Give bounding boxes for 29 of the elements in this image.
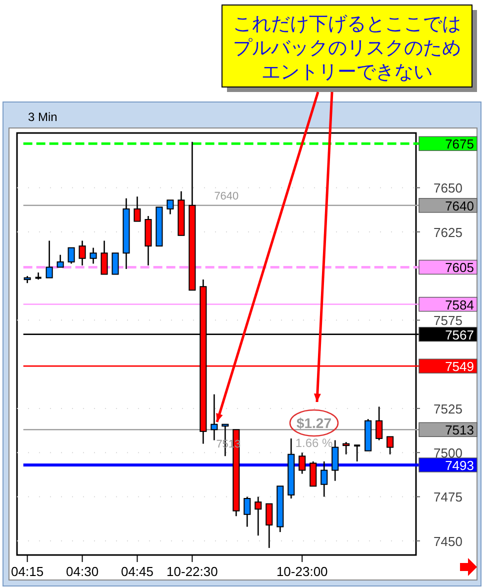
x-tick-label: 10-23:00 bbox=[276, 564, 328, 579]
y-tick-label: 7575 bbox=[434, 313, 462, 328]
ref-line: 7605 bbox=[23, 260, 478, 276]
ref-line: 7493 bbox=[23, 458, 478, 473]
y-tick-label: 7625 bbox=[434, 224, 462, 240]
annotation: 1.66 % bbox=[295, 436, 334, 450]
y-tick-label: 7475 bbox=[434, 490, 462, 505]
ref-line-label: 7605 bbox=[445, 260, 474, 276]
ref-line: 7567 bbox=[23, 326, 478, 342]
y-tick-label: 7525 bbox=[434, 401, 462, 416]
ref-line: 7640 bbox=[23, 198, 478, 214]
ref-line: 7549 bbox=[23, 358, 478, 374]
ref-line-label: 7640 bbox=[445, 198, 474, 214]
text: これだけ下げるとここではプルバックのリスクのためエントリーできない bbox=[233, 14, 461, 83]
annotation: $1.27 bbox=[296, 415, 332, 431]
ref-line-label: 7675 bbox=[445, 136, 474, 152]
y-tick-label: 7450 bbox=[434, 534, 462, 549]
y-tick-label: 7650 bbox=[434, 180, 462, 196]
ref-line-label: 7513 bbox=[445, 422, 474, 438]
x-tick-label: 04:15 bbox=[11, 564, 44, 579]
chart-title: 3 Min bbox=[28, 110, 58, 124]
ref-line: 7584 bbox=[23, 296, 478, 312]
ref-line-label: 7567 bbox=[445, 327, 474, 342]
ref-line-label: 7584 bbox=[445, 297, 474, 312]
x-tick-label: 04:45 bbox=[120, 564, 154, 579]
ref-line-label: 7549 bbox=[445, 359, 474, 374]
x-tick-label: 10-22:30 bbox=[166, 564, 218, 579]
ref-line: 7675 bbox=[23, 136, 478, 152]
x-tick-label: 04:30 bbox=[66, 564, 99, 579]
